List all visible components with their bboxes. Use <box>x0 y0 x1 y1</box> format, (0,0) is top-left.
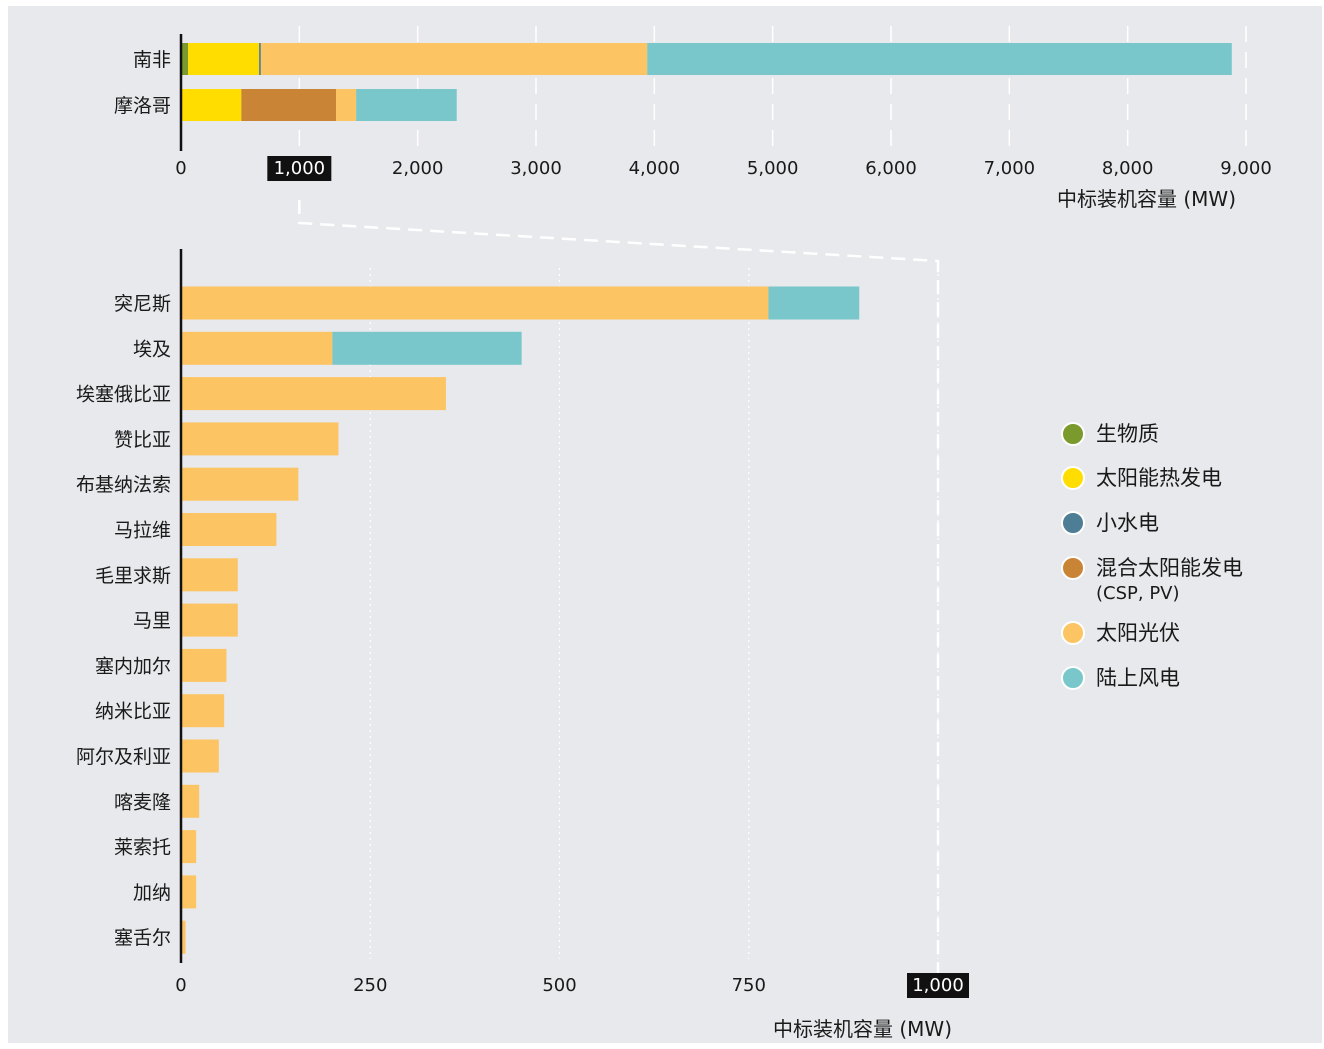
legend-swatch-hydro <box>1061 511 1085 535</box>
legend-swatch-csp <box>1061 466 1085 490</box>
bar-1-1-1 <box>332 331 522 365</box>
x-tick-label: 750 <box>732 975 766 996</box>
bar-1-8-0 <box>181 648 227 682</box>
bar-1-5-0 <box>181 513 277 546</box>
category-label: 加纳 <box>133 882 171 904</box>
bar-0-1-3 <box>241 89 337 121</box>
category-label: 南非 <box>133 49 171 71</box>
bottom-chart: 突尼斯埃及埃塞俄比亚赞比亚布基纳法索马拉维毛里求斯马里塞内加尔纳米比亚阿尔及利亚… <box>76 249 969 1041</box>
x-tick-label: 3,000 <box>510 158 562 179</box>
bar-0-0-2 <box>259 43 261 75</box>
x-tick-label: 9,000 <box>1220 158 1272 179</box>
legend-label-wind: 陆上风电 <box>1096 666 1180 690</box>
legend-label-hydro: 小水电 <box>1096 511 1159 535</box>
category-label: 莱索托 <box>114 837 171 859</box>
bar-1-0-0 <box>181 286 769 320</box>
bar-1-12-0 <box>181 830 197 864</box>
bar-1-3-0 <box>181 422 339 456</box>
category-label: 摩洛哥 <box>114 95 171 117</box>
category-label: 赞比亚 <box>114 429 171 451</box>
bar-1-9-0 <box>181 694 225 728</box>
bar-0-0-4 <box>260 43 648 75</box>
x-tick-label: 8,000 <box>1102 158 1154 179</box>
x-tick-label: 4,000 <box>629 158 681 179</box>
tick-highlight-bg <box>267 156 332 181</box>
category-label: 阿尔及利亚 <box>76 746 171 768</box>
legend-sublabel-hybrid: (CSP, PV) <box>1096 583 1180 604</box>
legend-swatch-hybrid <box>1061 556 1085 580</box>
x-tick-label: 2,000 <box>392 158 444 179</box>
x-tick-label: 500 <box>542 975 576 996</box>
bar-1-4-0 <box>181 467 299 501</box>
legend-label-pv: 太阳光伏 <box>1096 621 1180 645</box>
category-label: 马拉维 <box>114 520 171 542</box>
bar-1-10-0 <box>181 739 219 773</box>
bar-1-2-0 <box>181 377 446 411</box>
x-tick-label: 1,000 <box>912 975 964 996</box>
category-label: 塞内加尔 <box>95 655 171 677</box>
bar-0-1-5 <box>356 89 457 121</box>
x-tick-label: 6,000 <box>865 158 917 179</box>
bar-1-1-0 <box>181 331 333 365</box>
bar-0-0-5 <box>647 43 1232 75</box>
x-tick-label: 250 <box>353 975 387 996</box>
tick-highlight-bg <box>907 973 969 998</box>
x-axis-title: 中标装机容量 (MW) <box>773 1017 952 1041</box>
category-label: 布基纳法索 <box>76 474 171 496</box>
x-tick-label: 5,000 <box>747 158 799 179</box>
category-label: 喀麦隆 <box>114 791 171 813</box>
bar-1-0-1 <box>768 286 860 320</box>
x-tick-label: 1,000 <box>274 158 326 179</box>
bar-1-7-0 <box>181 603 238 637</box>
legend-swatch-pv <box>1061 621 1085 645</box>
legend-label-hybrid: 混合太阳能发电 <box>1096 556 1243 580</box>
bar-1-13-0 <box>181 875 197 909</box>
x-axis-title: 中标装机容量 (MW) <box>1057 187 1236 211</box>
legend-swatch-wind <box>1061 666 1085 690</box>
bar-0-1-4 <box>336 89 357 121</box>
category-label: 马里 <box>133 610 171 632</box>
legend-swatch-biomass <box>1061 422 1085 446</box>
bar-1-6-0 <box>181 558 238 592</box>
category-label: 突尼斯 <box>114 293 171 315</box>
x-tick-label: 0 <box>175 975 186 996</box>
category-label: 埃及 <box>133 338 171 360</box>
x-tick-label: 0 <box>175 158 186 179</box>
category-label: 毛里求斯 <box>95 565 171 587</box>
legend-label-biomass: 生物质 <box>1096 422 1159 446</box>
bar-0-0-1 <box>188 43 260 75</box>
category-label: 塞舌尔 <box>114 927 171 949</box>
bar-0-1-1 <box>181 89 242 121</box>
chart-panel: 南非摩洛哥 0 1,000 2,000 3,000 4,000 5,000 6,000 7,00… <box>8 6 1322 1043</box>
x-tick-label: 7,000 <box>984 158 1036 179</box>
bar-0-0-0 <box>181 43 189 75</box>
category-label: 埃塞俄比亚 <box>76 384 171 406</box>
category-label: 纳米比亚 <box>95 701 171 723</box>
legend-label-csp: 太阳能热发电 <box>1096 466 1222 490</box>
bar-1-14-0 <box>181 920 186 954</box>
bar-1-11-0 <box>181 784 200 818</box>
